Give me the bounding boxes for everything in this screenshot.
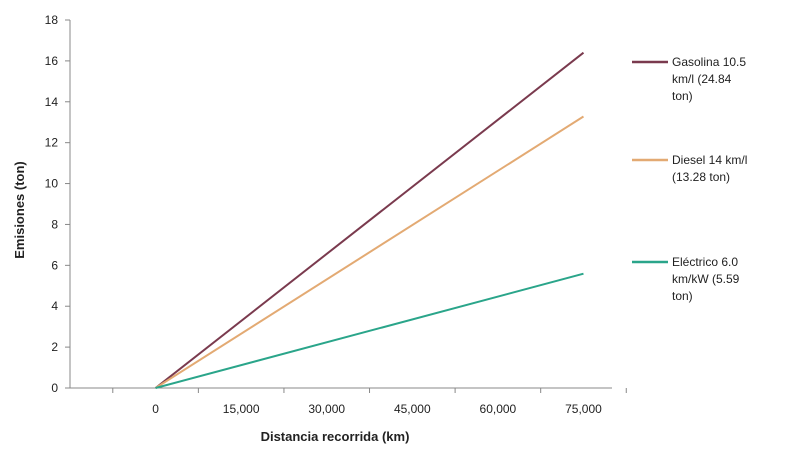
y-tick-label: 18 [45,13,59,27]
legend: Gasolina 10.5 km/l (24.84 ton) Diesel 14 km… [632,55,747,303]
y-tick-label: 2 [51,340,58,354]
series-line-1 [155,115,585,389]
y-tick-label: 0 [51,381,58,395]
ticks: 0 2 4 6 8 10 12 14 16 18 0 15,000 30,000 45,000 60,000… [45,13,627,416]
y-tick-label: 16 [45,54,59,68]
y-tick-label: 14 [45,95,59,109]
legend-label-0: Gasolina 10.5 km/l (24.84 ton) [672,55,746,103]
series-line-2 [155,272,584,389]
y-tick-label: 12 [45,136,59,150]
series-lines [154,51,585,389]
x-tick-label: 45,000 [394,402,431,416]
x-axis-title: Distancia recorrida (km) [261,429,410,444]
x-tick-label: 0 [152,402,159,416]
legend-label-1: Diesel 14 km/l (13.28 ton) [672,153,747,184]
legend-label-2: Eléctrico 6.0 km/kW (5.59 ton) [672,255,740,303]
x-tick-label: 60,000 [480,402,517,416]
series-line-0 [154,51,585,389]
y-tick-label: 10 [45,177,59,191]
y-axis-title: Emisiones (ton) [12,161,27,259]
axes [69,20,612,389]
x-tick-label: 30,000 [308,402,345,416]
x-tick-label: 15,000 [223,402,260,416]
y-tick-label: 8 [51,217,58,231]
y-tick-label: 4 [51,299,58,313]
x-tick-label: 75,000 [565,402,602,416]
y-tick-label: 6 [51,258,58,272]
